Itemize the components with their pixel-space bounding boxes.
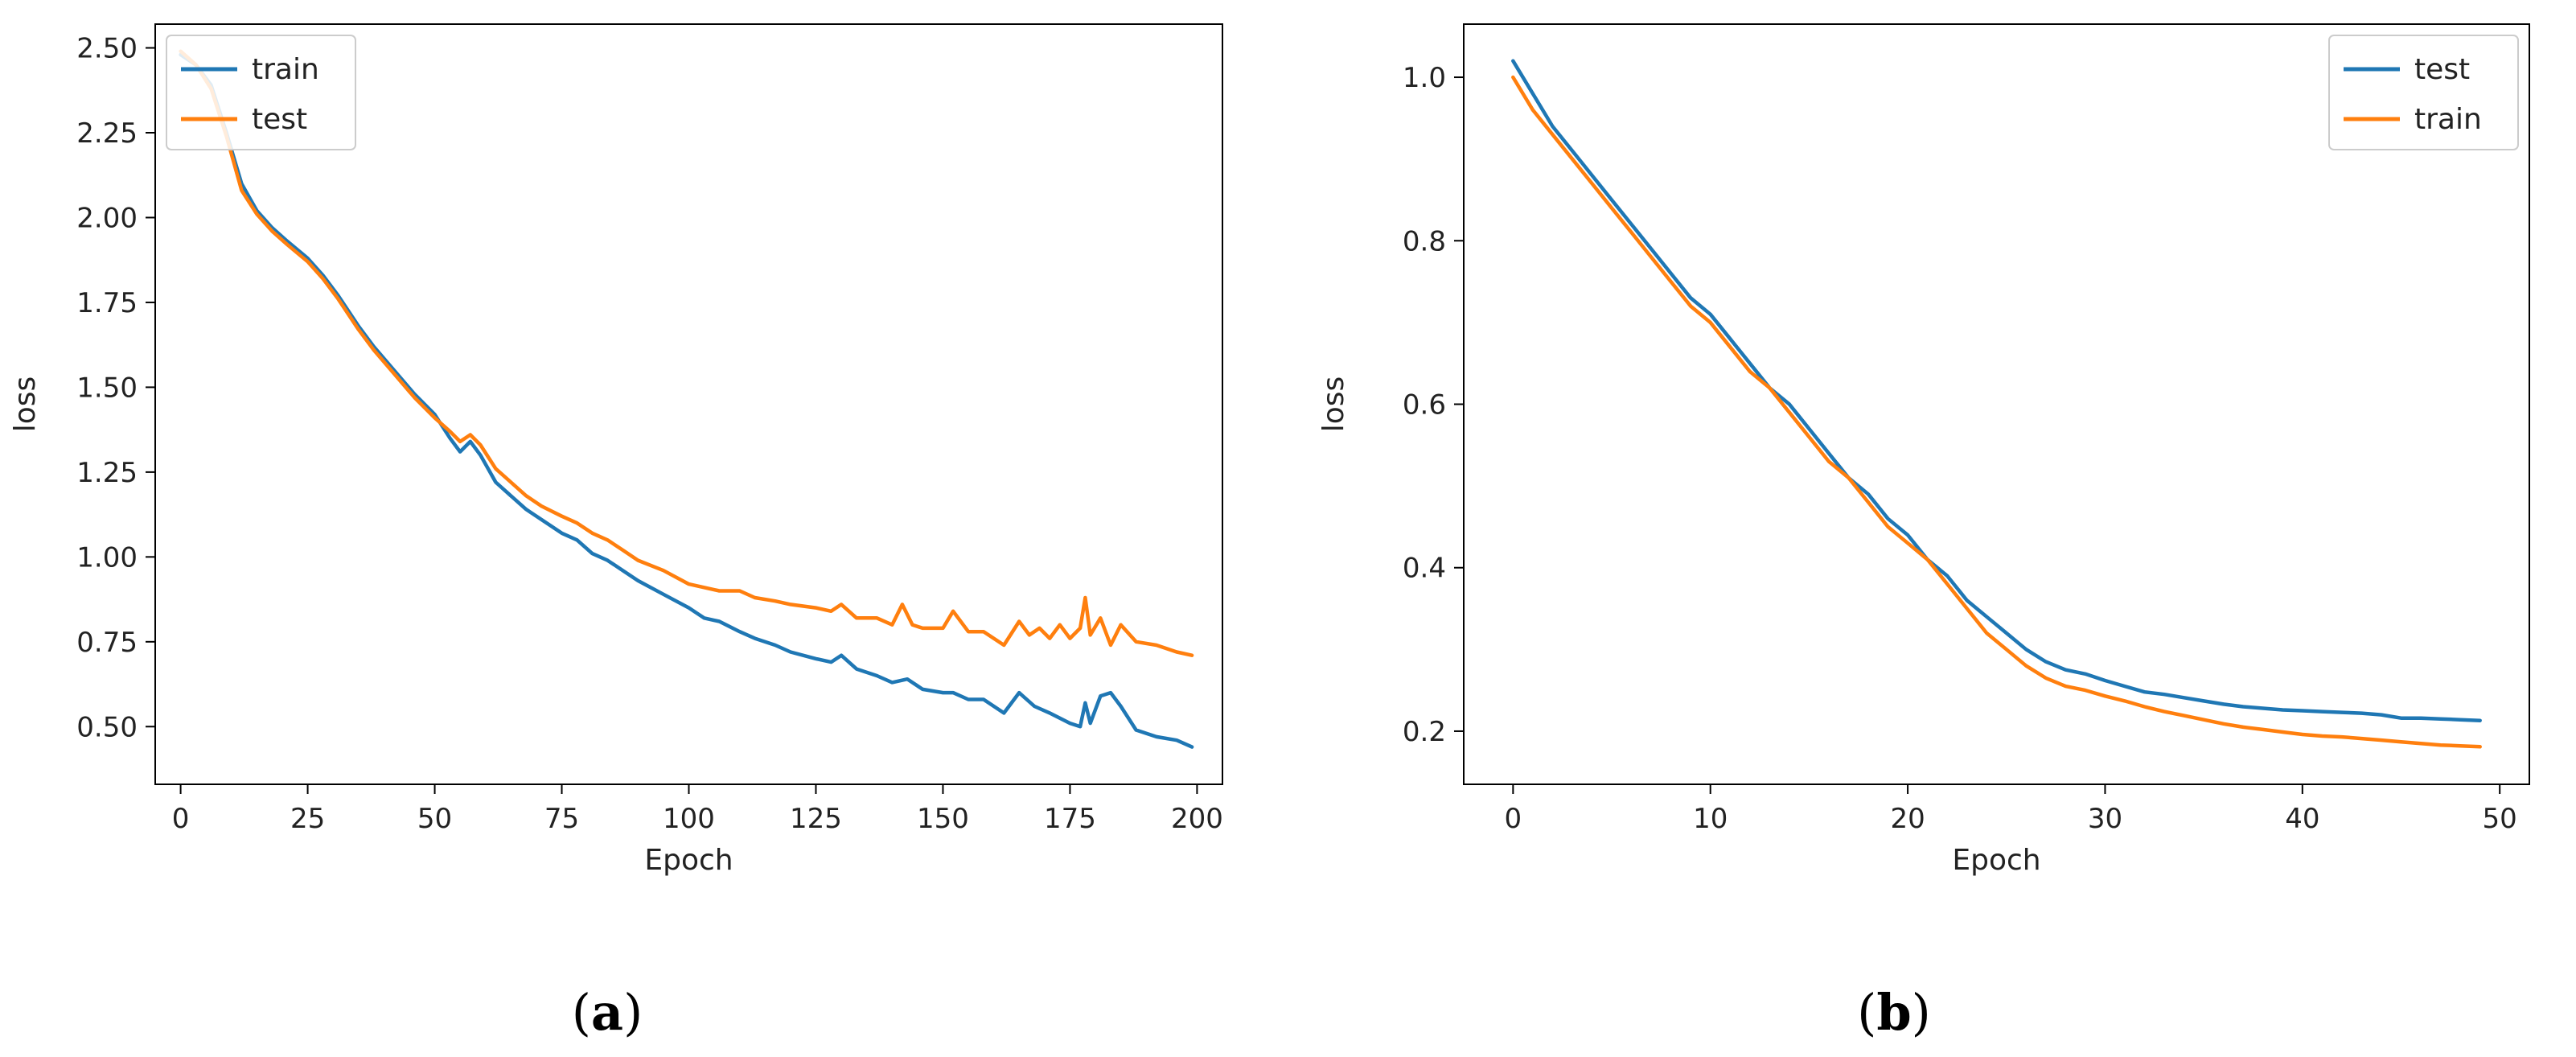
x-axis-label: Epoch: [1952, 844, 2040, 877]
x-tick-label: 125: [790, 803, 842, 835]
legend: test train: [2328, 35, 2519, 150]
legend-label-train: train: [252, 53, 319, 86]
x-tick-label: 50: [417, 803, 452, 835]
y-tick-label: 2.50: [76, 33, 138, 65]
chart-b: 0 10 20 30 40 500.20.40.60.81.0Epochlosstestt…: [1317, 23, 2530, 877]
y-axis-label: loss: [9, 376, 42, 433]
series-line-test: [179, 49, 1194, 657]
y-tick-label: 2.25: [76, 117, 138, 150]
chart-a: 0 25 50 75 100 125 150 175 200 0.50 0.75 1.00 1.25 1.…: [9, 23, 1223, 877]
y-tick-label: 0.2: [1403, 716, 1446, 748]
y-tick-label: 0.4: [1403, 553, 1446, 585]
x-tick-label: 50: [2483, 803, 2517, 835]
series-line-test: [1511, 59, 2482, 722]
legend-label-train: train: [2414, 103, 2482, 136]
series-line-train: [1511, 75, 2482, 749]
x-tick-label: 175: [1044, 803, 1096, 835]
caption-b: (b): [1857, 983, 1931, 1042]
legend-label-test: test: [252, 103, 307, 136]
series-line-train: [179, 52, 1194, 749]
y-tick-label: 1.00: [76, 541, 138, 574]
x-tick-label: 10: [1693, 803, 1728, 835]
y-tick-label: 1.25: [76, 457, 138, 489]
x-tick-label: 0: [172, 803, 190, 835]
x-tick-label: 20: [1890, 803, 1925, 835]
y-tick-label: 1.50: [76, 372, 138, 404]
x-axis-label: Epoch: [644, 844, 733, 877]
caption-a: (a): [572, 983, 643, 1042]
y-tick-label: 0.6: [1403, 389, 1446, 422]
y-tick-label: 0.75: [76, 627, 138, 659]
x-tick-label: 25: [290, 803, 325, 835]
y-axis-label: loss: [1317, 376, 1350, 433]
x-tick-label: 200: [1171, 803, 1223, 835]
x-tick-label: 30: [2088, 803, 2122, 835]
x-tick-label: 150: [917, 803, 969, 835]
x-tick-label: 75: [544, 803, 579, 835]
legend: train test: [166, 35, 356, 150]
y-tick-label: 2.00: [76, 202, 138, 234]
y-tick-label: 1.0: [1403, 62, 1446, 94]
x-tick-label: 0: [1505, 803, 1522, 835]
legend-label-test: test: [2414, 53, 2470, 86]
y-tick-label: 0.8: [1403, 225, 1446, 257]
y-tick-label: 1.75: [76, 287, 138, 319]
y-tick-label: 0.50: [76, 711, 138, 743]
x-tick-label: 40: [2285, 803, 2319, 835]
x-tick-label: 100: [663, 803, 715, 835]
